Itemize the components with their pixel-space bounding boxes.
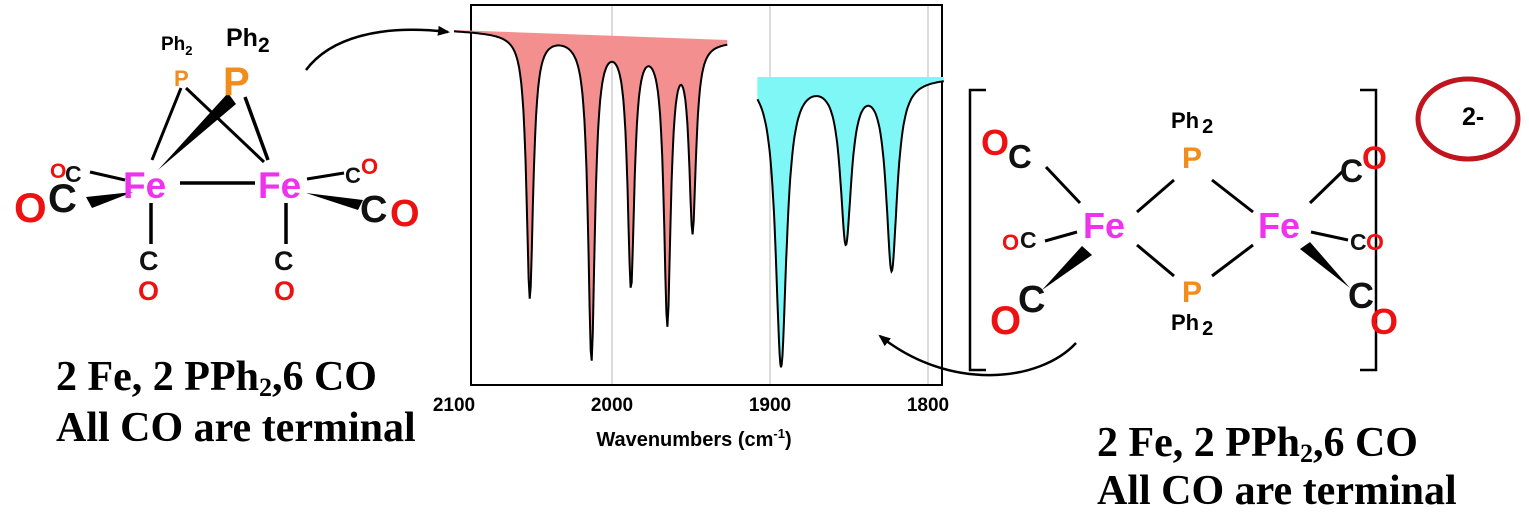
carbonyl-c-lower-left: C (48, 177, 77, 221)
iron-atom-left: Fe (123, 165, 166, 206)
left-caption-terminal: All CO are terminal (56, 405, 416, 451)
ph2-large-label: Ph2 (226, 24, 270, 57)
bracket-right (1360, 88, 1378, 372)
ph2-bottom-label: Ph 2 (1171, 310, 1213, 340)
left-molecule: Ph2 Ph2 P P Fe Fe O C O C C O C O C O C … (14, 24, 420, 306)
p-fe-right-bond (243, 96, 270, 161)
carbonyl-o-bottom-left: O (138, 276, 159, 306)
carbonyl-o-lower-left: O (14, 184, 47, 231)
iron-atom-right: Fe (1258, 205, 1300, 246)
x-tick-label: 2000 (591, 395, 633, 416)
right-caption-terminal: All CO are terminal (1097, 468, 1457, 514)
p-top-fe2-bond (1211, 178, 1254, 214)
carbonyl-c-bottom-left: C (1018, 279, 1045, 321)
right-caption-formula: 2 Fe, 2 PPh2,6 CO (1097, 420, 1418, 468)
carbonyl-c-top-left: C (1008, 138, 1032, 175)
carbonyl-o-upper-left: O (50, 160, 66, 183)
fe1-co-mid-bond (1044, 230, 1078, 243)
carbonyl-band-group-neutral-trace (454, 30, 728, 361)
x-tick-label: 1800 (907, 395, 949, 416)
carbonyl-o-lower-right: O (390, 193, 420, 235)
carbonyl-c-lower-right: C (360, 189, 387, 231)
fe2-co-lower-wedge (306, 193, 363, 210)
phosphorus-bottom-atom: P (1182, 276, 1202, 309)
carbonyl-band-group-dianion-fill (757, 77, 944, 368)
carbonyl-c-mid-right: C (1350, 229, 1367, 255)
carbonyl-o-mid-right: O (1366, 229, 1384, 255)
fe2-co-lower-wedge (1300, 242, 1350, 288)
charge-label: 2- (1462, 103, 1484, 131)
fe2-co-top-bond (1308, 168, 1346, 205)
iron-atom-left: Fe (1083, 205, 1125, 246)
left-caption-formula: 2 Fe, 2 PPh2,6 CO (56, 354, 377, 402)
fe2-co-upper-bond (306, 171, 345, 181)
arrow-from-dianion (878, 334, 1077, 377)
carbonyl-o-top-left: O (981, 122, 1009, 163)
arrow-to-spectrum (305, 25, 450, 71)
fe1-co-lower-wedge (86, 192, 133, 208)
p-bottom-fe2-bond (1211, 243, 1254, 278)
iron-atom-right: Fe (258, 165, 301, 206)
bracket-left (968, 88, 986, 372)
carbonyl-band-group-neutral-fill (454, 30, 728, 361)
x-axis-title: Wavenumbers (cm-1) (596, 426, 791, 451)
p-fe-left-bond-small (150, 87, 183, 161)
spectrum-lines (454, 30, 944, 368)
spectrum-fills (454, 30, 944, 368)
x-tick-label: 2100 (433, 395, 475, 416)
x-tick-label: 1900 (749, 395, 791, 416)
fe1-p-top-bond (1136, 178, 1175, 214)
carbonyl-o-upper-right: O (361, 154, 378, 179)
carbonyl-c-upper-left: C (65, 161, 82, 187)
charge-highlight-circle (1415, 76, 1521, 162)
fe1-co-upper-bond (89, 170, 126, 182)
p-fe-left-wedge (158, 93, 236, 170)
ir-spectrum-chart: 2100 2000 1900 1800 Wavenumbers (cm-1) (433, 4, 949, 451)
carbonyl-c-bottom-left: C (139, 246, 159, 276)
ph2-top-label: Ph 2 (1171, 108, 1213, 138)
phosphorus-top-atom: P (1182, 142, 1202, 175)
carbonyl-c-bottom-right: C (274, 246, 294, 276)
carbonyl-c-top-right: C (1340, 153, 1363, 189)
grid-lines (611, 6, 929, 384)
plot-frame (470, 4, 943, 386)
carbonyl-band-group-dianion-trace (756, 80, 944, 368)
carbonyl-c-mid-left: C (1020, 227, 1037, 253)
carbonyl-c-bottom-right: C (1348, 275, 1374, 316)
fe1-co-lower-wedge (1042, 246, 1092, 290)
x-tick-labels: 2100 2000 1900 1800 (433, 395, 949, 416)
carbonyl-o-bottom-right: O (1370, 301, 1398, 342)
right-molecule: Ph 2 P P Ph 2 Fe Fe O C O C O C C O C O C … (968, 76, 1521, 372)
carbonyl-o-mid-left: O (1002, 230, 1019, 255)
carbonyl-o-top-right: O (1362, 140, 1387, 176)
phosphorus-small-atom: P (174, 66, 189, 91)
fe1-p-bottom-bond (1136, 243, 1175, 278)
carbonyl-o-bottom-left: O (990, 299, 1021, 343)
p-fe-right-bond-small (184, 86, 266, 164)
fe2-co-mid-bond (1310, 230, 1349, 242)
carbonyl-o-bottom-right: O (274, 276, 295, 306)
carbonyl-c-upper-right: C (345, 163, 361, 188)
fe1-co-top-bond (1044, 165, 1082, 205)
phosphorus-large-atom: P (223, 60, 250, 104)
ph2-small-label: Ph2 (161, 34, 193, 58)
